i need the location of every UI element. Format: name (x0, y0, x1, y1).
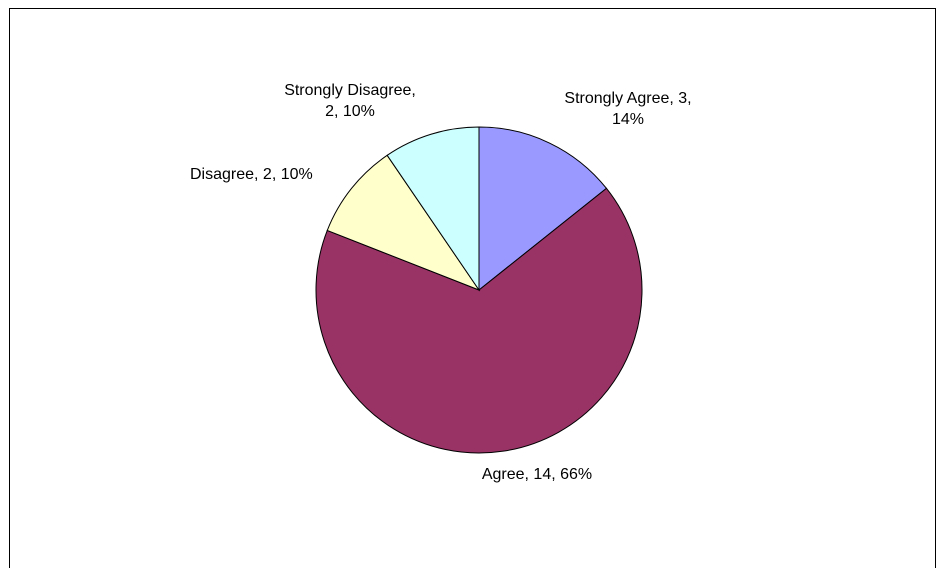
pie-slice-disagree (326, 154, 481, 292)
data-label-strongly-disagree: Strongly Disagree, 2, 10% (260, 80, 440, 122)
pie-slice-strongly-disagree (386, 126, 480, 292)
data-label-disagree: Disagree, 2, 10% (190, 164, 350, 185)
data-label-line: 14% (611, 111, 645, 128)
data-label-line: Disagree, 2, 10% (190, 166, 313, 183)
data-label-line: Strongly Disagree, (284, 82, 416, 99)
data-label-strongly-agree: Strongly Agree, 3, 14% (550, 88, 706, 130)
data-label-line: 2, 10% (325, 103, 375, 120)
data-label-agree: Agree, 14, 66% (462, 464, 612, 485)
pie-slice-agree (315, 187, 643, 454)
data-label-line: Agree, 14, 66% (481, 466, 593, 483)
data-label-line: Strongly Agree, 3, (564, 90, 692, 107)
pie-slice-strongly-agree (478, 126, 608, 292)
